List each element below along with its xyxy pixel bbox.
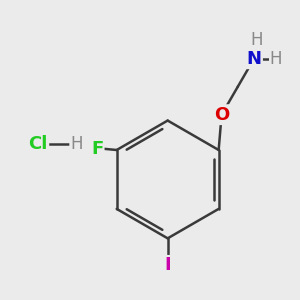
Text: H: H (251, 31, 263, 49)
Text: Cl: Cl (28, 135, 48, 153)
Text: H: H (70, 135, 82, 153)
Text: F: F (92, 140, 104, 158)
Text: N: N (247, 50, 262, 68)
Text: O: O (214, 106, 229, 124)
Text: I: I (164, 256, 171, 274)
Text: H: H (270, 50, 282, 68)
